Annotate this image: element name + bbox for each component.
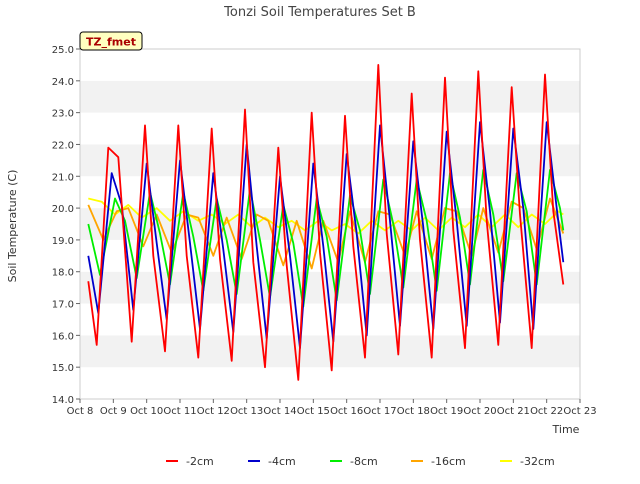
legend-item: -16cm (411, 455, 466, 468)
y-tick-label: 25.0 (52, 45, 74, 56)
grid-band (80, 144, 580, 177)
x-tick-label: Oct 20 (463, 406, 496, 417)
y-tick-label: 18.0 (52, 268, 74, 279)
grid-band (80, 49, 580, 81)
x-axis-label: Time (552, 423, 580, 436)
x-axis-ticks: Oct 8 Oct 9 Oct 10 Oct 11 Oct 12 Oct 13 Oct 14… (67, 399, 597, 417)
series-lines (87, 64, 565, 381)
grid-band (80, 176, 580, 209)
y-tick-label: 21.0 (52, 172, 74, 183)
legend-item: -8cm (330, 455, 378, 468)
x-tick-label: Oct 8 (67, 406, 94, 417)
y-tick-label: 16.0 (52, 331, 74, 342)
y-tick-label: 15.0 (52, 363, 74, 374)
legend-label: -32cm (520, 455, 555, 468)
grid-band (80, 80, 580, 113)
series-line-minus-8cm (87, 168, 565, 308)
y-tick-label: 20.0 (52, 204, 74, 215)
x-tick-label: Oct 13 (230, 406, 263, 417)
grid-band (80, 367, 580, 399)
y-tick-label: 23.0 (52, 109, 74, 120)
legend-label: -4cm (268, 455, 296, 468)
legend-item: -2cm (166, 455, 214, 468)
legend-item: -4cm (248, 455, 296, 468)
x-tick-label: Oct 12 (197, 406, 230, 417)
x-tick-label: Oct 16 (330, 406, 363, 417)
x-tick-label: Oct 10 (130, 406, 163, 417)
x-tick-label: Oct 23 (563, 406, 596, 417)
y-axis-label: Soil Temperature (C) (6, 170, 19, 283)
x-tick-label: Oct 17 (363, 406, 396, 417)
plot-area-frame (79, 48, 581, 400)
y-tick-label: 14.0 (52, 395, 74, 406)
annotation-label: TZ_fmet (86, 36, 136, 49)
legend-item: -32cm (500, 455, 555, 468)
x-tick-label: Oct 18 (397, 406, 430, 417)
y-axis-ticks: 14.0 15.0 16.0 17.0 18.0 19.0 20.0 21.0 22.0 23.0… (52, 45, 80, 406)
x-tick-label: Oct 19 (430, 406, 463, 417)
chart-title: Tonzi Soil Temperatures Set B (223, 5, 416, 20)
legend-label: -16cm (431, 455, 466, 468)
legend-label: -8cm (350, 455, 378, 468)
x-tick-label: Oct 22 (530, 406, 563, 417)
x-tick-label: Oct 21 (497, 406, 530, 417)
annotation-box: TZ_fmet (79, 31, 143, 51)
x-tick-label: Oct 9 (100, 406, 127, 417)
y-tick-label: 19.0 (52, 236, 74, 247)
series-line-minus-2cm (87, 64, 565, 381)
grid-band (80, 112, 580, 145)
y-tick-label: 24.0 (52, 77, 74, 88)
legend-label: -2cm (186, 455, 214, 468)
y-tick-label: 22.0 (52, 140, 74, 151)
x-tick-label: Oct 11 (163, 406, 196, 417)
y-tick-label: 17.0 (52, 300, 74, 311)
x-tick-label: Oct 14 (263, 406, 296, 417)
annotation-box-bg (79, 31, 143, 51)
legend: -2cm -4cm -8cm -16cm -32cm (166, 455, 555, 468)
x-tick-label: Oct 15 (297, 406, 330, 417)
